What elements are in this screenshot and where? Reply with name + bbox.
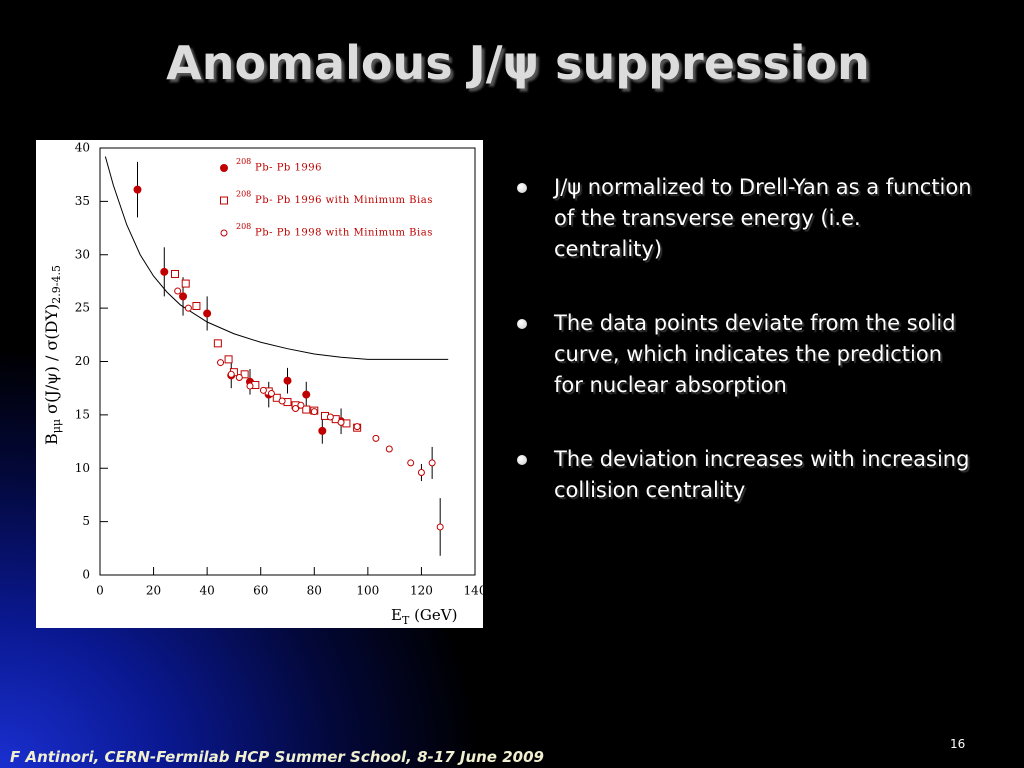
data-point bbox=[184, 304, 192, 312]
legend-label: Pb- Pb 1998 with Minimum Bias bbox=[255, 228, 433, 239]
x-label-rest: (GeV) bbox=[409, 606, 457, 624]
data-point bbox=[407, 459, 415, 467]
data-point bbox=[292, 404, 300, 412]
data-point bbox=[267, 390, 275, 398]
x-tick-label: 120 bbox=[410, 584, 433, 598]
legend-isotope: 208 bbox=[236, 157, 251, 166]
data-point bbox=[174, 287, 182, 295]
x-tick-label: 140 bbox=[464, 584, 483, 598]
bullet: The deviation increases with increasing … bbox=[514, 444, 974, 506]
data-point bbox=[259, 386, 267, 394]
data-point bbox=[297, 401, 305, 409]
y-tick-label: 35 bbox=[75, 194, 90, 208]
data-point bbox=[203, 309, 212, 318]
page-number: 16 bbox=[950, 737, 966, 751]
legend-label: Pb- Pb 1996 bbox=[255, 163, 322, 174]
y-label-sub1: μμ bbox=[50, 419, 63, 433]
data-point bbox=[224, 355, 233, 364]
y-label-sub2: 2.9-4.5 bbox=[50, 265, 63, 304]
x-label-main: E bbox=[391, 606, 402, 624]
x-tick-label: 20 bbox=[146, 584, 161, 598]
data-point bbox=[181, 279, 190, 288]
data-point bbox=[310, 408, 318, 416]
y-tick-label: 40 bbox=[75, 141, 90, 155]
legend-marker bbox=[220, 196, 228, 205]
data-point bbox=[436, 523, 444, 531]
y-tick-label: 25 bbox=[75, 301, 90, 315]
x-tick-label: 40 bbox=[200, 584, 215, 598]
legend-isotope: 208 bbox=[236, 222, 251, 231]
bullet: J/ψ normalized to Drell-Yan as a functio… bbox=[514, 172, 974, 265]
bullet-list: J/ψ normalized to Drell-Yan as a functio… bbox=[514, 172, 974, 549]
plot-frame bbox=[99, 147, 476, 576]
x-tick-label: 60 bbox=[253, 584, 268, 598]
data-point bbox=[385, 445, 393, 453]
data-point bbox=[240, 370, 249, 379]
data-point bbox=[160, 267, 169, 276]
x-axis-label: ET (GeV) bbox=[391, 606, 457, 627]
y-tick-label: 30 bbox=[75, 247, 90, 261]
y-tick-label: 5 bbox=[82, 514, 90, 528]
data-point bbox=[213, 339, 222, 348]
data-point bbox=[133, 185, 142, 194]
y-label-main: B bbox=[42, 433, 61, 445]
data-point bbox=[372, 434, 380, 442]
y-axis-label: Bμμ σ(J/ψ) / σ(DY)2.9-4.5 bbox=[42, 265, 64, 445]
y-tick-label: 10 bbox=[75, 461, 90, 475]
x-tick-label: 0 bbox=[96, 584, 104, 598]
data-point bbox=[227, 370, 235, 378]
data-point bbox=[353, 423, 361, 431]
x-tick-label: 100 bbox=[356, 584, 379, 598]
data-point bbox=[217, 359, 225, 367]
x-tick-label: 80 bbox=[307, 584, 322, 598]
y-tick-label: 20 bbox=[75, 354, 90, 368]
data-point bbox=[192, 301, 201, 310]
legend-marker bbox=[220, 164, 228, 172]
data-point bbox=[428, 459, 436, 467]
data-point bbox=[318, 426, 327, 435]
bullet: The data points deviate from the solid c… bbox=[514, 308, 974, 401]
data-point bbox=[337, 418, 345, 426]
y-label-rest: σ(J/ψ) / σ(DY) bbox=[42, 304, 61, 419]
footer: F Antinori, CERN-Fermilab HCP Summer Sch… bbox=[10, 748, 544, 766]
data-point bbox=[302, 405, 311, 414]
y-tick-label: 15 bbox=[75, 407, 90, 421]
data-point bbox=[246, 382, 254, 390]
legend-marker bbox=[220, 229, 228, 237]
data-point bbox=[179, 292, 188, 301]
legend-isotope: 208 bbox=[236, 190, 251, 199]
legend-label: Pb- Pb 1996 with Minimum Bias bbox=[255, 195, 433, 206]
slide-title: Anomalous J/ψ suppression bbox=[166, 36, 870, 90]
chart: 0 20 40 60 80 100 120 140 0 5 10 15 20 25 30 35 40 ET (Ge… bbox=[36, 140, 483, 628]
x-label-sub: T bbox=[402, 614, 410, 627]
data-point bbox=[417, 469, 425, 477]
data-point bbox=[278, 397, 286, 405]
y-tick-label: 0 bbox=[82, 568, 90, 582]
data-point bbox=[283, 376, 292, 385]
data-point bbox=[326, 413, 334, 421]
data-point bbox=[272, 393, 281, 402]
absorption-curve bbox=[104, 156, 449, 360]
data-point bbox=[235, 374, 243, 382]
data-point bbox=[171, 269, 179, 278]
data-point bbox=[302, 390, 311, 399]
